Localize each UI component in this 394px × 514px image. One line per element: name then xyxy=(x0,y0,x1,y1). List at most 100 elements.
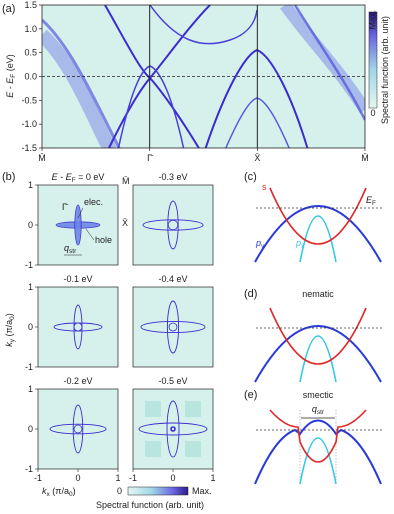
panel-title: -0.4 eV xyxy=(158,274,187,284)
annotation: s xyxy=(262,182,267,192)
x-tick-label: 1 xyxy=(115,473,120,483)
band-sketch xyxy=(254,187,382,263)
label-sub: str xyxy=(317,409,325,416)
x-tick-label: X̄ xyxy=(254,153,260,163)
colorbar-min: 0 xyxy=(117,486,122,496)
fermi-surfaces: E - EF = 0 eV -1 0 1 -0.3 eV -0.1 eV -1 0 1 -0.4 … xyxy=(25,172,216,483)
y-tick-label: 0 xyxy=(28,322,33,332)
colorbar xyxy=(368,11,378,109)
label-sub: F xyxy=(72,177,76,184)
x-tick-label: -1 xyxy=(34,473,42,483)
panel-title: -0.5 eV xyxy=(158,376,187,386)
y-tick-label: 0 xyxy=(28,220,33,230)
panel-title: -0.1 eV xyxy=(63,274,92,284)
y-tick-label: 1 xyxy=(28,180,33,190)
x-tick-label: 1 xyxy=(210,473,215,483)
label-sub: y xyxy=(9,338,16,342)
annotation: py xyxy=(255,238,265,250)
label-sub: 0 xyxy=(69,491,73,498)
annotation: M̄ xyxy=(122,176,130,186)
label-part: E xyxy=(366,195,373,205)
fermi-pocket xyxy=(74,204,82,246)
label-part: k xyxy=(4,342,14,347)
y-tick-label: -1.5 xyxy=(21,143,37,153)
fs-patch xyxy=(145,441,161,457)
band xyxy=(149,5,258,45)
y-tick-label: -0.5 xyxy=(21,95,37,105)
label-part: E - E xyxy=(52,172,73,182)
band xyxy=(280,5,365,114)
y-tick-label: -1 xyxy=(25,260,33,270)
x-tick-label: 0 xyxy=(170,473,175,483)
panel-title: nematic xyxy=(302,289,334,299)
annotation: qstr xyxy=(312,404,325,416)
label-part: p xyxy=(295,238,301,248)
panel-title: -0.3 eV xyxy=(158,172,187,182)
x-tick-label: M̄ xyxy=(361,153,369,163)
colorbar-max: Max. xyxy=(192,486,212,496)
panel-label: (c) xyxy=(244,171,257,183)
annotation: elec. xyxy=(84,197,103,207)
y-tick-label: -1 xyxy=(25,362,33,372)
band xyxy=(293,5,365,121)
fermi-pocket xyxy=(168,322,178,332)
y-tick-label: -1 xyxy=(25,464,33,474)
colorbar-label: Spectral function (arb. unit) xyxy=(380,16,390,124)
s-band xyxy=(269,409,367,463)
x-axis-label: kx (π/a0) xyxy=(42,486,76,498)
frame xyxy=(132,184,214,266)
y-axis-label: E - EF (eV) xyxy=(5,54,17,98)
label-part: (π/a xyxy=(4,320,14,339)
py-band xyxy=(254,205,382,263)
label-part: = 0 eV xyxy=(76,172,105,182)
fermi-pocket xyxy=(166,300,180,354)
band-sketch xyxy=(254,307,382,383)
colorbar-label: Spectral function (arb. unit) xyxy=(96,500,204,510)
label-sub: y xyxy=(261,243,265,250)
panel-label: (e) xyxy=(244,389,257,401)
fermi-pocket xyxy=(72,404,84,454)
label-sub: F xyxy=(10,74,17,78)
pointer xyxy=(85,228,95,241)
annotation: X̄ xyxy=(122,218,128,228)
panel-title: -0.2 eV xyxy=(63,376,92,386)
panel-title: smectic xyxy=(303,390,334,400)
label-part: ) xyxy=(4,313,14,316)
y-tick-label: -1.0 xyxy=(21,119,37,129)
panel-title: E - EF = 0 eV xyxy=(52,172,105,184)
label-part: (π/a xyxy=(50,486,69,496)
annotation: EF xyxy=(366,195,376,207)
fermi-pocket xyxy=(49,423,107,435)
y-tick-label: 0 xyxy=(28,424,33,434)
y-tick-label: 1 xyxy=(28,384,33,394)
s-band xyxy=(269,307,367,365)
fs-patch xyxy=(185,441,201,457)
y-tick-label: 1.5 xyxy=(24,0,37,10)
label-sub: str xyxy=(69,248,77,255)
x-tick-label: M̄ xyxy=(38,153,46,163)
y-tick-label: 0.0 xyxy=(24,72,37,82)
fs-background xyxy=(38,287,118,367)
y-tick-label: 1.0 xyxy=(24,24,37,34)
fermi-pocket xyxy=(167,219,179,231)
label-sub: x xyxy=(47,491,51,498)
py-band xyxy=(254,419,382,485)
label-part: E - E xyxy=(5,77,15,98)
label-part: p xyxy=(255,238,261,248)
label-sub: F xyxy=(372,200,376,207)
band xyxy=(42,18,121,148)
x-tick-label: Γ̄ xyxy=(147,153,154,163)
axis-a: 1.51.00.50.0-0.5-1.0-1.5M̄ Γ̄ X̄ M̄ xyxy=(21,0,368,163)
px-band xyxy=(299,437,337,485)
s-band xyxy=(269,187,367,245)
x-tick-label: -1 xyxy=(129,473,137,483)
panel-label: (b) xyxy=(2,171,15,183)
fs-patch xyxy=(185,401,201,417)
fs-background xyxy=(133,287,213,367)
px-band xyxy=(299,215,337,263)
fs-patch xyxy=(145,401,161,417)
fermi-pocket xyxy=(73,424,83,434)
y-tick-label: 0.5 xyxy=(24,48,37,58)
band-sketch xyxy=(254,409,382,485)
